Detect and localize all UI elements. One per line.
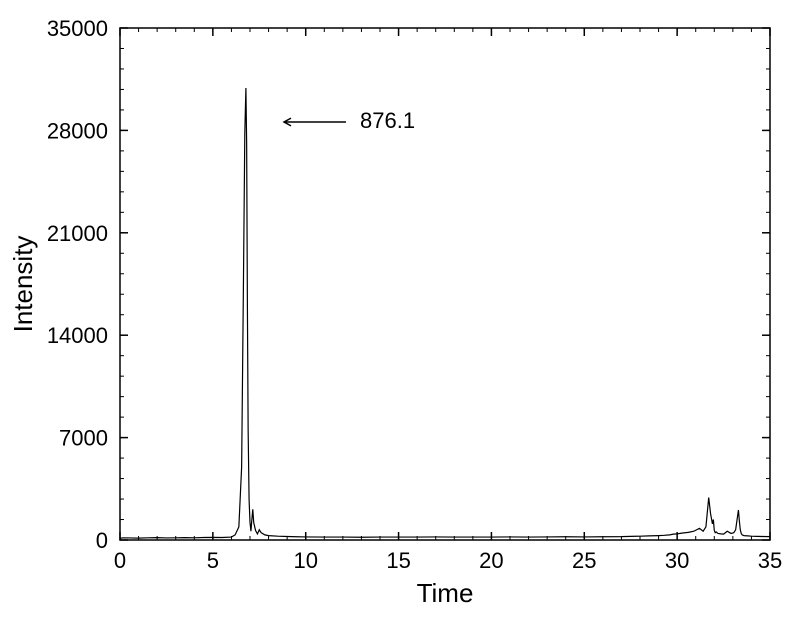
x-tick-label: 35 bbox=[758, 548, 782, 573]
x-tick-label: 0 bbox=[114, 548, 126, 573]
x-tick-label: 30 bbox=[665, 548, 689, 573]
chromatogram-chart: 0 5 10 15 20 25 30 35 0 7000 14000 21000 28000 35000 T… bbox=[0, 0, 808, 630]
x-tick-label: 5 bbox=[207, 548, 219, 573]
chromatogram-trace bbox=[120, 88, 770, 538]
y-tick-label: 21000 bbox=[47, 221, 108, 246]
x-tick-label: 10 bbox=[293, 548, 317, 573]
y-tick-label: 7000 bbox=[59, 426, 108, 451]
y-tick-label: 28000 bbox=[47, 118, 108, 143]
x-tick-label: 15 bbox=[386, 548, 410, 573]
y-tick-label: 0 bbox=[96, 528, 108, 553]
y-axis-title: Intensity bbox=[8, 236, 38, 333]
y-tick-label: 14000 bbox=[47, 323, 108, 348]
chart-svg: 0 5 10 15 20 25 30 35 0 7000 14000 21000 28000 35000 T… bbox=[0, 0, 808, 630]
y-tick-label: 35000 bbox=[47, 16, 108, 41]
peak-annotation-label: 876.1 bbox=[360, 108, 415, 133]
x-tick-label: 20 bbox=[479, 548, 503, 573]
x-tick-label: 25 bbox=[572, 548, 596, 573]
x-axis-title: Time bbox=[417, 578, 474, 608]
